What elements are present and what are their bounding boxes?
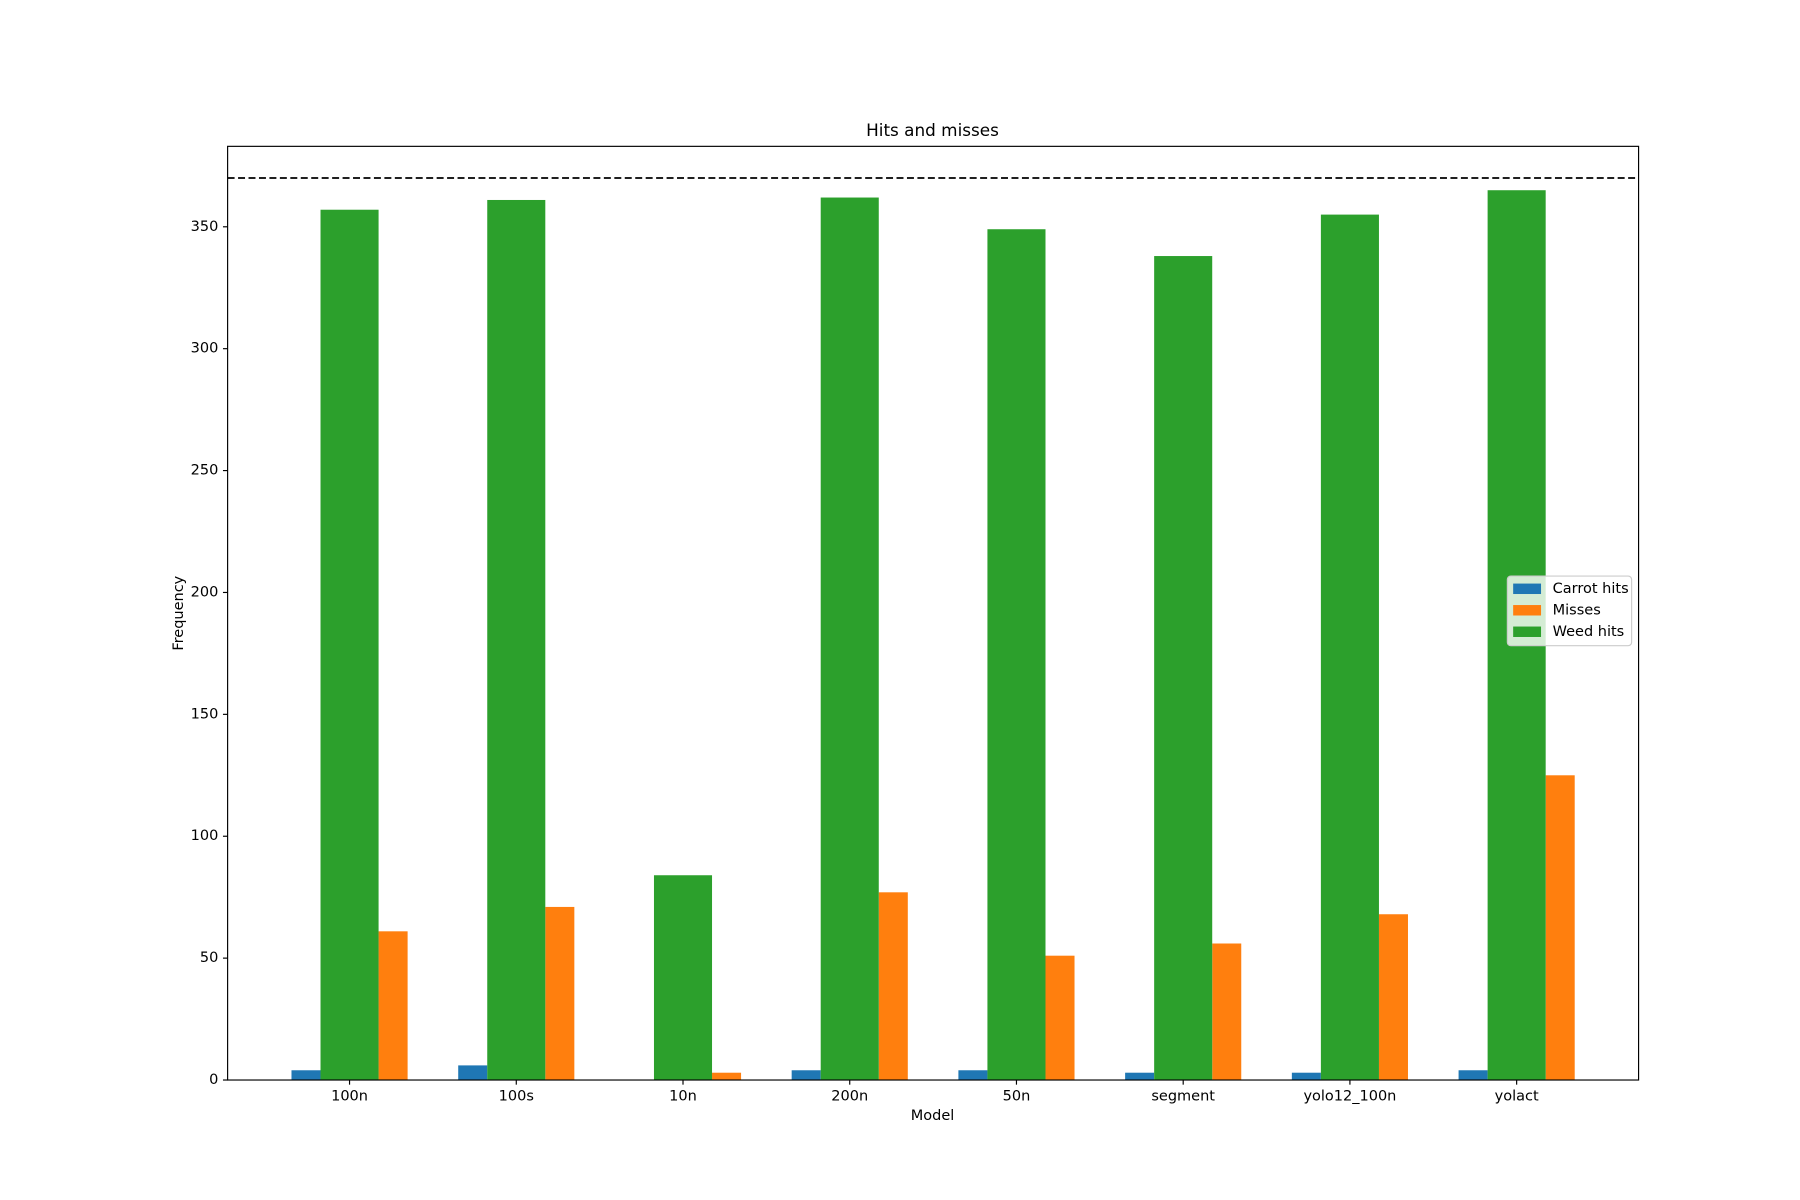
bar [820, 197, 879, 1081]
y-tick-label: 0 [209, 1072, 218, 1088]
bar [545, 906, 575, 1081]
bar [1154, 256, 1213, 1081]
bar [458, 1065, 488, 1081]
legend-swatch [1513, 583, 1542, 595]
x-tick-label: 200n [831, 1088, 868, 1104]
y-tick-label: 100 [191, 828, 219, 844]
bar [1212, 943, 1242, 1081]
bar [1291, 1072, 1321, 1081]
x-axis-label: Model [911, 1108, 955, 1124]
x-tick-label: 100s [499, 1088, 534, 1104]
bar [1320, 214, 1379, 1081]
legend: Carrot hits Misses Weed hits [1506, 575, 1633, 647]
x-tick-label: 10n [669, 1088, 697, 1104]
bar [1045, 955, 1075, 1081]
x-tick-label: 100n [331, 1088, 368, 1104]
bar [487, 199, 546, 1081]
bar [1378, 914, 1408, 1081]
y-axis-label: Frequency [171, 575, 187, 650]
legend-label: Weed hits [1553, 624, 1625, 640]
bar [1458, 1070, 1488, 1081]
bar [987, 229, 1046, 1081]
bar [791, 1070, 821, 1081]
y-tick-label: 350 [191, 219, 219, 235]
bar [878, 892, 908, 1081]
y-tick-label: 250 [191, 463, 219, 479]
bar [653, 875, 713, 1081]
legend-label: Misses [1553, 602, 1601, 618]
y-tick-label: 300 [191, 341, 219, 357]
y-tick-label: 200 [191, 584, 219, 600]
y-tick-label: 150 [191, 706, 219, 722]
legend-swatch [1513, 626, 1542, 637]
legend-swatch [1513, 605, 1542, 616]
bar [958, 1070, 988, 1081]
bar [378, 931, 408, 1081]
bar [1545, 775, 1575, 1081]
chart-title: Hits and misses [866, 120, 999, 140]
plot-frame [227, 145, 1640, 1081]
bar [1125, 1072, 1155, 1081]
legend-label: Carrot hits [1553, 581, 1629, 597]
x-tick-label: yolo12_100n [1303, 1088, 1396, 1104]
x-tick-label: segment [1151, 1088, 1215, 1104]
y-tick-label: 50 [200, 950, 218, 966]
x-tick-label: 50n [1003, 1088, 1031, 1104]
x-tick-label: yolact [1495, 1088, 1539, 1104]
bar [320, 209, 379, 1081]
bar [712, 1072, 742, 1081]
bar [291, 1070, 321, 1081]
